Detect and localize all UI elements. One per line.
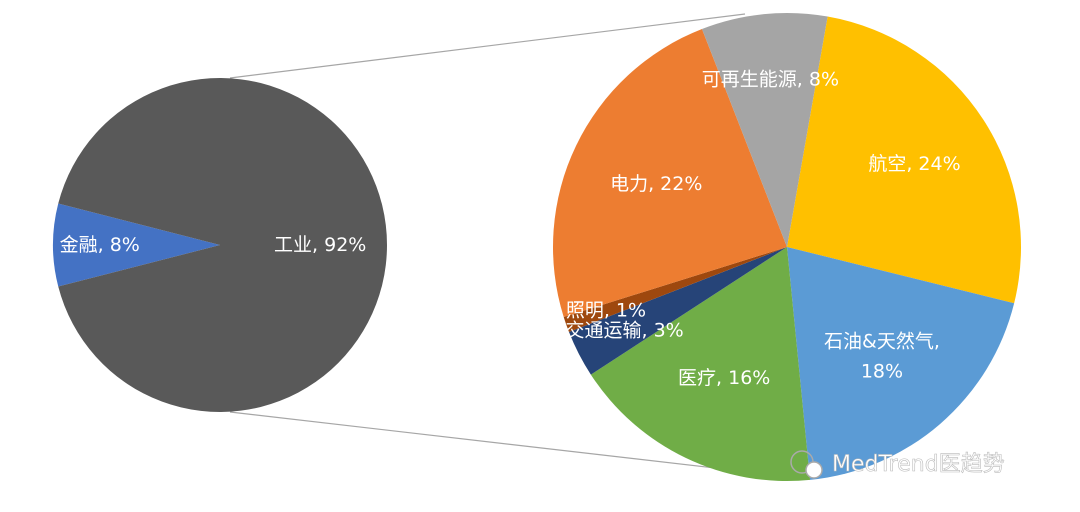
pie-slice: [563, 247, 787, 333]
pie-slice: [58, 78, 388, 413]
watermark-text: MedTrend医趋势: [832, 452, 1005, 477]
data-label: 工业, 92%: [274, 234, 366, 256]
pie-slice: [590, 247, 811, 481]
data-label: 电力, 22%: [610, 173, 702, 195]
pie-slice: [787, 247, 1015, 480]
pie-slice: [787, 16, 1021, 304]
data-label: 航空, 24%: [868, 153, 960, 175]
data-label: 交通运输, 3%: [566, 319, 684, 341]
data-label: 金融, 8%: [60, 234, 140, 256]
pie-slice: [568, 247, 787, 375]
pie-slice: [53, 203, 220, 287]
pies: 金融, 8% 工业, 92% 航空, 24% 石油&天然气, 18% 医疗, 16% 交通运…: [53, 13, 1021, 481]
data-label: 石油&天然气, 18%: [824, 330, 940, 382]
data-label: 可再生能源, 8%: [702, 68, 839, 90]
pie-slice: [553, 28, 787, 317]
data-label: 照明, 1%: [566, 299, 646, 321]
data-label: 医疗, 16%: [678, 366, 770, 388]
connector-line: [229, 13, 746, 79]
pie-slice: [701, 13, 828, 248]
watermark: MedTrend医趋势: [790, 450, 1005, 479]
watermark-icon: [805, 461, 823, 479]
